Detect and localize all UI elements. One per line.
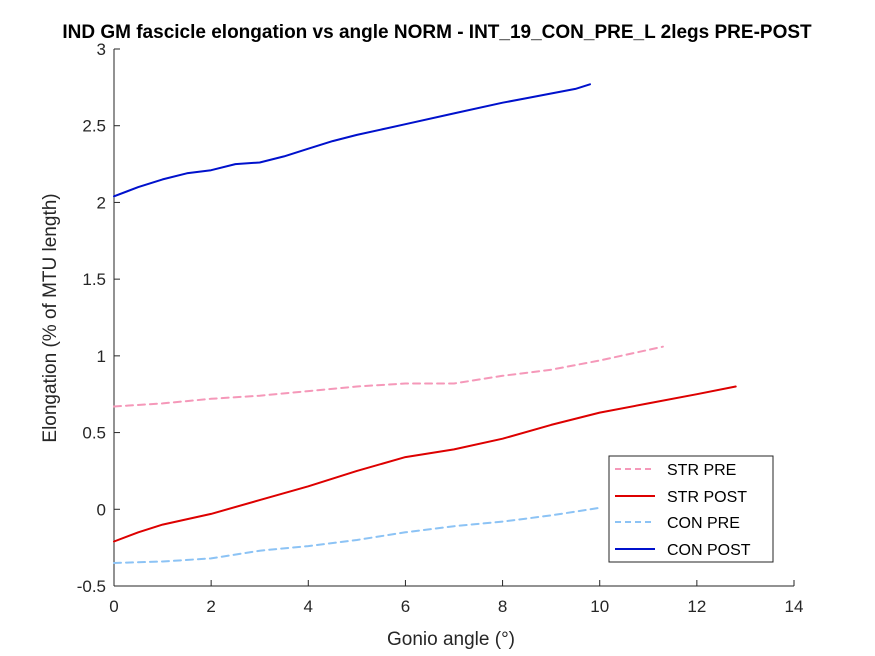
series-line-con-pre (113, 506, 601, 564)
series-line-str-pre (113, 345, 664, 408)
series-line-str-post (113, 385, 737, 543)
x-tick-label: 14 (785, 597, 804, 616)
x-tick-label: 12 (687, 597, 706, 616)
x-axis-label: Gonio angle (°) (387, 629, 515, 650)
x-tick-label: 10 (590, 597, 609, 616)
y-tick-label: 3 (97, 40, 106, 59)
legend-label-con-pre: CON PRE (667, 515, 740, 532)
legend: STR PRE STR POST CON PRE CON POST (608, 455, 774, 563)
axes (113, 49, 794, 587)
y-tick-label: 2 (97, 193, 106, 212)
y-tick-label: -0.5 (77, 577, 106, 596)
legend-box (608, 455, 774, 563)
series-line-con-post (113, 83, 591, 198)
y-tick-label: 0 (97, 500, 106, 519)
legend-label-str-post: STR POST (667, 489, 747, 506)
y-tick-label: 0.5 (82, 424, 106, 443)
x-tick-label: 4 (304, 597, 313, 616)
ticks: 0 2 4 6 8 10 12 14-0.500.511.522.53 (77, 40, 804, 616)
chart-title: IND GM fascicle elongation vs angle NORM… (62, 22, 812, 43)
legend-label-con-post: CON POST (667, 542, 751, 559)
series-layer (113, 83, 737, 564)
y-tick-label: 1 (97, 347, 106, 366)
x-tick-label: 2 (206, 597, 215, 616)
legend-label-str-pre: STR PRE (667, 462, 736, 479)
y-tick-label: 2.5 (82, 117, 106, 136)
x-tick-label: 8 (498, 597, 507, 616)
y-axis-label: Elongation (% of MTU length) (40, 193, 61, 442)
x-tick-label: 0 (109, 597, 118, 616)
y-tick-label: 1.5 (82, 270, 106, 289)
x-tick-label: 6 (401, 597, 410, 616)
